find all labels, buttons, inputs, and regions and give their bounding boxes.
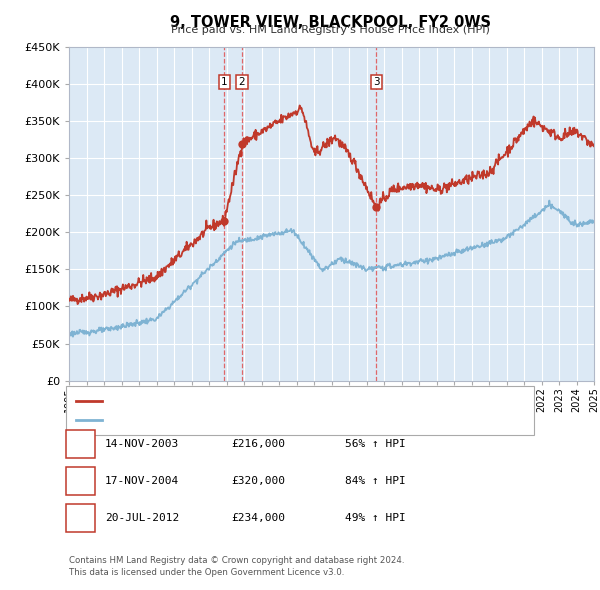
Text: 56% ↑ HPI: 56% ↑ HPI xyxy=(345,439,406,448)
Text: 17-NOV-2004: 17-NOV-2004 xyxy=(105,476,179,486)
Text: 49% ↑ HPI: 49% ↑ HPI xyxy=(345,513,406,523)
Text: 1: 1 xyxy=(77,439,84,448)
Text: Contains HM Land Registry data © Crown copyright and database right 2024.: Contains HM Land Registry data © Crown c… xyxy=(69,556,404,565)
Text: £320,000: £320,000 xyxy=(231,476,285,486)
Text: 20-JUL-2012: 20-JUL-2012 xyxy=(105,513,179,523)
Text: 2: 2 xyxy=(77,476,84,486)
Text: 9, TOWER VIEW, BLACKPOOL, FY2 0WS: 9, TOWER VIEW, BLACKPOOL, FY2 0WS xyxy=(170,15,491,30)
Text: Price paid vs. HM Land Registry's House Price Index (HPI): Price paid vs. HM Land Registry's House … xyxy=(170,25,490,35)
Text: 3: 3 xyxy=(373,77,379,87)
Text: 2: 2 xyxy=(239,77,245,87)
Text: HPI: Average price, detached house, Blackpool: HPI: Average price, detached house, Blac… xyxy=(107,415,350,425)
Text: £234,000: £234,000 xyxy=(231,513,285,523)
Text: 1: 1 xyxy=(221,77,227,87)
Text: This data is licensed under the Open Government Licence v3.0.: This data is licensed under the Open Gov… xyxy=(69,568,344,577)
Text: 84% ↑ HPI: 84% ↑ HPI xyxy=(345,476,406,486)
Text: 3: 3 xyxy=(77,513,84,523)
Text: 9, TOWER VIEW, BLACKPOOL, FY2 0WS (detached house): 9, TOWER VIEW, BLACKPOOL, FY2 0WS (detac… xyxy=(107,396,405,407)
Text: 14-NOV-2003: 14-NOV-2003 xyxy=(105,439,179,448)
Text: £216,000: £216,000 xyxy=(231,439,285,448)
